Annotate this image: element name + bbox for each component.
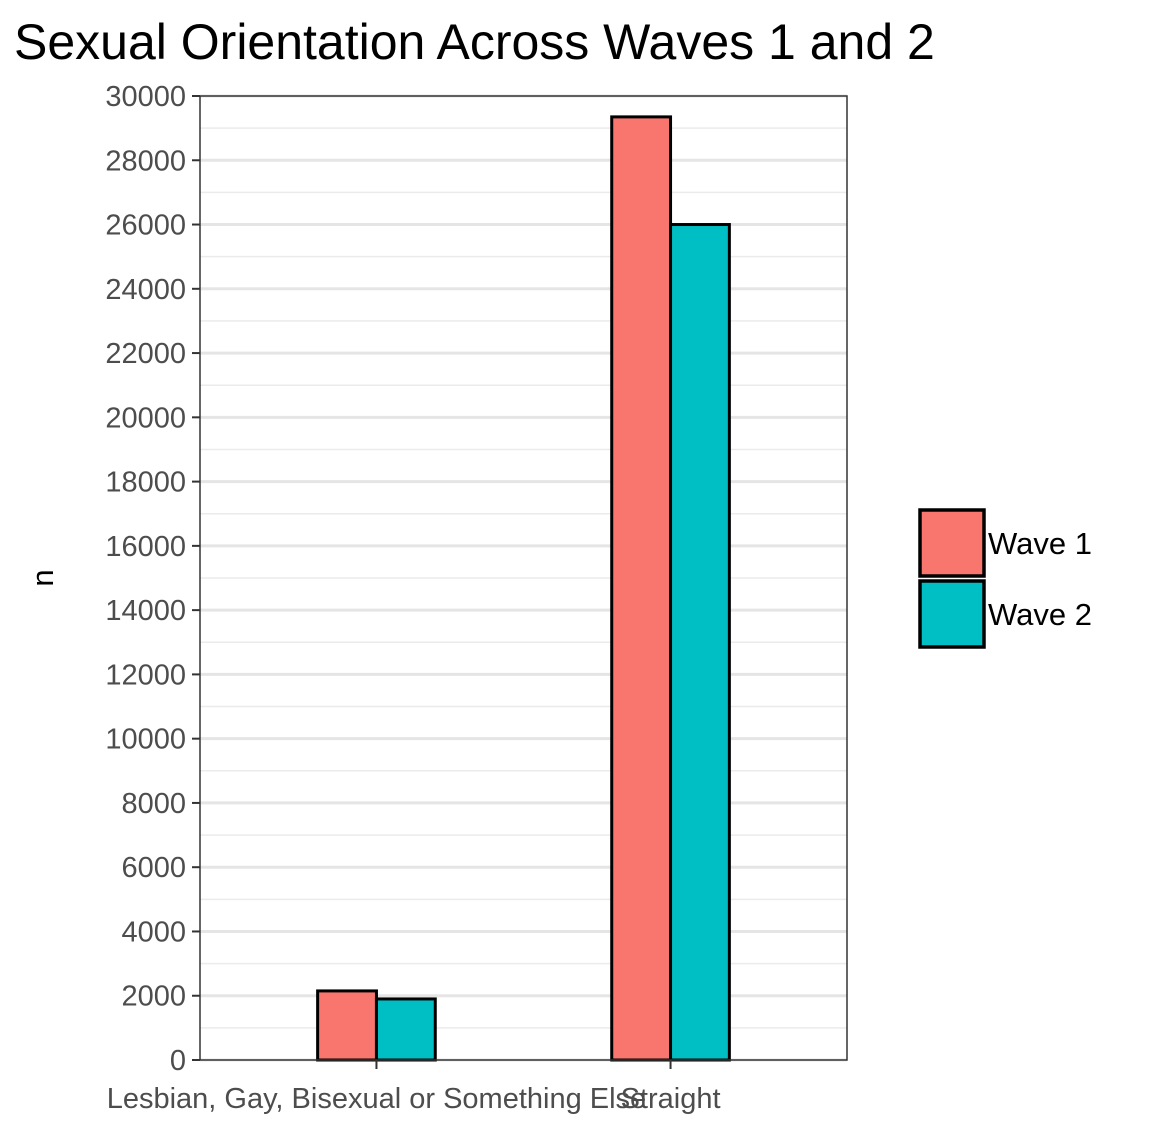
legend-key: [918, 579, 986, 649]
plot-panel-border: [199, 95, 848, 1061]
y-tick-label: 24000: [105, 274, 186, 306]
x-tick-label: Straight: [621, 1083, 721, 1115]
x-tick-label: Lesbian, Gay, Bisexual or Something Else: [107, 1083, 646, 1115]
y-tick-label: 4000: [121, 916, 186, 948]
y-tick-label: 30000: [105, 81, 186, 113]
bar: [669, 223, 731, 1062]
y-tick-label: 12000: [105, 659, 186, 691]
minor-gridlines: [200, 127, 847, 1029]
bar: [374, 997, 437, 1062]
y-tick-label: 26000: [105, 210, 186, 242]
y-tick-label: 22000: [105, 338, 186, 370]
chart-title: Sexual Orientation Across Waves 1 and 2: [14, 14, 935, 70]
legend-label: Wave 2: [988, 597, 1092, 632]
y-tick-label: 6000: [121, 852, 186, 884]
y-tick-label: 14000: [105, 595, 186, 627]
y-axis: 0 2000 4000 6000 8000 10000 12000 14000 16000 180…: [105, 81, 200, 1077]
bar: [316, 989, 378, 1062]
legend-key: [918, 508, 986, 578]
y-tick-label: 10000: [105, 724, 186, 756]
y-tick-label: 20000: [105, 402, 186, 434]
y-tick-label: 2000: [121, 981, 186, 1013]
bar: [610, 115, 673, 1062]
y-tick-label: 8000: [121, 788, 186, 820]
y-tick-label: 18000: [105, 467, 186, 499]
legend-label: Wave 1: [988, 526, 1092, 561]
y-axis-title: n: [25, 569, 60, 586]
x-axis: Lesbian, Gay, Bisexual or Something Else…: [107, 1060, 721, 1115]
y-tick-label: 16000: [105, 531, 186, 563]
y-tick-label: 0: [170, 1045, 186, 1077]
bars: [316, 115, 731, 1062]
y-tick-label: 28000: [105, 145, 186, 177]
legend: Wave 1 Wave 2: [918, 508, 1092, 649]
